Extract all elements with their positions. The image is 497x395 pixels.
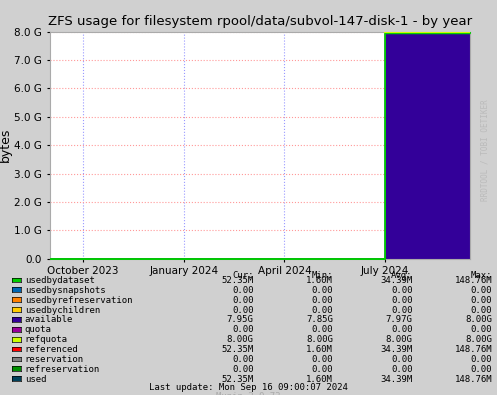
- Text: usedbydataset: usedbydataset: [25, 276, 95, 285]
- Text: 0.00: 0.00: [312, 306, 333, 314]
- Text: 7.97G: 7.97G: [386, 316, 413, 324]
- Text: refquota: refquota: [25, 335, 68, 344]
- Text: 0.00: 0.00: [391, 325, 413, 334]
- Text: RRDTOOL / TOBI OETIKER: RRDTOOL / TOBI OETIKER: [480, 99, 489, 201]
- Text: 0.00: 0.00: [312, 365, 333, 374]
- Text: 0.00: 0.00: [391, 296, 413, 305]
- Text: 34.39M: 34.39M: [380, 276, 413, 285]
- Text: refreservation: refreservation: [25, 365, 100, 374]
- Text: quota: quota: [25, 325, 52, 334]
- Text: Munin 2.0.73: Munin 2.0.73: [216, 392, 281, 395]
- Text: usedbyrefreservation: usedbyrefreservation: [25, 296, 132, 305]
- Text: 0.00: 0.00: [471, 286, 492, 295]
- Text: Cur:: Cur:: [232, 271, 253, 280]
- Text: 0.00: 0.00: [232, 296, 253, 305]
- Text: 0.00: 0.00: [391, 365, 413, 374]
- Text: Max:: Max:: [471, 271, 492, 280]
- Text: 52.35M: 52.35M: [221, 375, 253, 384]
- Text: Last update: Mon Sep 16 09:00:07 2024: Last update: Mon Sep 16 09:00:07 2024: [149, 383, 348, 391]
- Text: 52.35M: 52.35M: [221, 345, 253, 354]
- Text: 148.76M: 148.76M: [454, 375, 492, 384]
- Text: 7.85G: 7.85G: [306, 316, 333, 324]
- Text: 0.00: 0.00: [471, 325, 492, 334]
- Text: 148.76M: 148.76M: [454, 345, 492, 354]
- Text: 0.00: 0.00: [391, 286, 413, 295]
- Text: reservation: reservation: [25, 355, 84, 364]
- Text: 0.00: 0.00: [471, 296, 492, 305]
- Text: 0.00: 0.00: [312, 286, 333, 295]
- Text: 34.39M: 34.39M: [380, 375, 413, 384]
- Text: 8.00G: 8.00G: [227, 335, 253, 344]
- Text: used: used: [25, 375, 46, 384]
- Text: 0.00: 0.00: [391, 355, 413, 364]
- Text: 0.00: 0.00: [471, 355, 492, 364]
- Text: 0.00: 0.00: [391, 306, 413, 314]
- Text: 1.60M: 1.60M: [306, 276, 333, 285]
- Text: 0.00: 0.00: [232, 365, 253, 374]
- Text: available: available: [25, 316, 73, 324]
- Text: 148.76M: 148.76M: [454, 276, 492, 285]
- Text: 0.00: 0.00: [232, 325, 253, 334]
- Text: 1.60M: 1.60M: [306, 345, 333, 354]
- Text: 0.00: 0.00: [232, 306, 253, 314]
- Text: 52.35M: 52.35M: [221, 276, 253, 285]
- Text: usedbysnapshots: usedbysnapshots: [25, 286, 105, 295]
- Text: 8.00G: 8.00G: [386, 335, 413, 344]
- Title: ZFS usage for filesystem rpool/data/subvol-147-disk-1 - by year: ZFS usage for filesystem rpool/data/subv…: [48, 15, 472, 28]
- Text: 8.00G: 8.00G: [306, 335, 333, 344]
- Text: 0.00: 0.00: [232, 355, 253, 364]
- Text: referenced: referenced: [25, 345, 79, 354]
- Text: 0.00: 0.00: [232, 286, 253, 295]
- Y-axis label: bytes: bytes: [0, 128, 11, 162]
- Text: 0.00: 0.00: [471, 306, 492, 314]
- Text: Min:: Min:: [312, 271, 333, 280]
- Text: 8.00G: 8.00G: [465, 335, 492, 344]
- Text: 0.00: 0.00: [312, 355, 333, 364]
- Text: 34.39M: 34.39M: [380, 345, 413, 354]
- Text: 8.00G: 8.00G: [465, 316, 492, 324]
- Text: 1.60M: 1.60M: [306, 375, 333, 384]
- Text: 0.00: 0.00: [312, 296, 333, 305]
- Text: 0.00: 0.00: [471, 365, 492, 374]
- Text: usedbychildren: usedbychildren: [25, 306, 100, 314]
- Text: 0.00: 0.00: [312, 325, 333, 334]
- Text: 7.95G: 7.95G: [227, 316, 253, 324]
- Text: Avg:: Avg:: [391, 271, 413, 280]
